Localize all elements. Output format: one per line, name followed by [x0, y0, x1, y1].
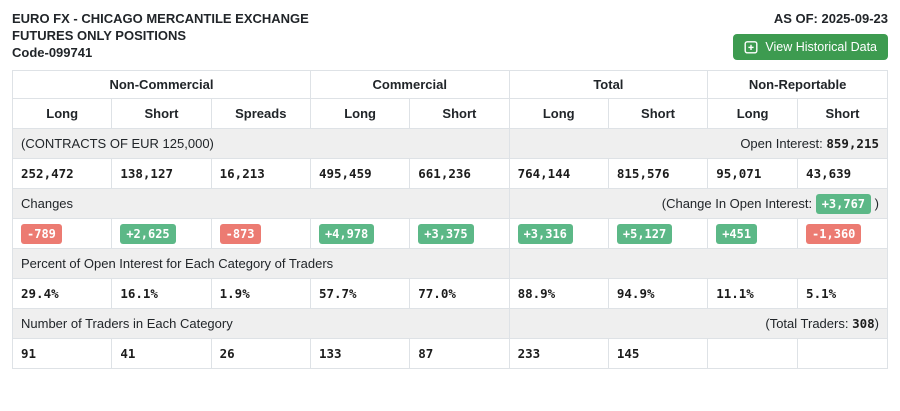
col-header-nc-long: Long [11, 98, 113, 129]
traders-nc-long: 91 [11, 338, 113, 369]
change-nc-long-badge: -789 [21, 223, 62, 244]
change-c-long-cell: +4,978 [309, 218, 411, 249]
change-nr-short-cell: -1,360 [797, 218, 888, 249]
view-historical-data-label: View Historical Data [765, 40, 877, 54]
report-code: Code-099741 [12, 45, 93, 60]
traders-label: Number of Traders in Each Category [12, 308, 510, 339]
col-header-t-short: Short [607, 98, 709, 129]
col-header-nc-short: Short [111, 98, 212, 129]
traders-nc-spreads: 26 [210, 338, 311, 369]
page-header: EURO FX - CHICAGO MERCANTILE EXCHANGE FU… [12, 10, 888, 61]
traders-section-row: Number of Traders in Each Category (Tota… [12, 308, 889, 339]
group-non-reportable: Non-Reportable [707, 70, 888, 99]
traders-nc-short: 41 [111, 338, 212, 369]
cot-report-page: EURO FX - CHICAGO MERCANTILE EXCHANGE FU… [11, 10, 889, 369]
change-t-long-cell: +3,316 [508, 218, 609, 249]
report-title-block: EURO FX - CHICAGO MERCANTILE EXCHANGE FU… [12, 10, 309, 61]
change-nc-short-badge: +2,625 [120, 223, 176, 244]
changes-row: -789 +2,625 -873 +4,978 +3,375 +3,316 +5… [11, 218, 888, 249]
changes-section-row: Changes (Change In Open Interest: +3,767… [12, 188, 889, 219]
changes-label: Changes [12, 188, 510, 219]
change-nc-spreads-badge: -873 [219, 223, 261, 244]
change-nr-short-badge: -1,360 [806, 223, 862, 244]
percent-nc-long: 29.4% [11, 278, 113, 309]
traders-c-long: 133 [309, 338, 411, 369]
change-t-short-cell: +5,127 [607, 218, 709, 249]
traders-nr-long [707, 338, 799, 369]
col-header-nc-spreads: Spreads [210, 98, 311, 129]
view-historical-data-button[interactable]: View Historical Data [733, 34, 888, 60]
group-header-row: Non-Commercial Commercial Total Non-Repo… [12, 70, 888, 99]
percent-t-short: 94.9% [607, 278, 709, 309]
col-header-nr-long: Long [707, 98, 799, 129]
change-oi-prefix: (Change In Open Interest: [661, 195, 816, 211]
col-header-c-long: Long [309, 98, 411, 129]
report-subtitle: FUTURES ONLY POSITIONS [12, 28, 187, 43]
total-traders-suffix: ) [874, 316, 879, 331]
position-nc-long: 252,472 [11, 158, 113, 189]
total-traders-cell: (Total Traders: 308) [508, 308, 889, 339]
change-t-long-badge: +3,316 [517, 223, 573, 244]
position-c-short: 661,236 [409, 158, 510, 189]
percents-row: 29.4% 16.1% 1.9% 57.7% 77.0% 88.9% 94.9%… [11, 278, 888, 309]
traders-t-long: 233 [508, 338, 609, 369]
group-total: Total [508, 70, 709, 99]
trader-counts-row: 91 41 26 133 87 233 145 [11, 338, 888, 369]
cot-table: Non-Commercial Commercial Total Non-Repo… [11, 70, 889, 369]
total-traders-prefix: (Total Traders: [765, 316, 853, 331]
col-header-nr-short: Short [797, 98, 888, 129]
col-header-t-long: Long [508, 98, 609, 129]
group-non-commercial: Non-Commercial [12, 70, 311, 99]
position-nc-spreads: 16,213 [210, 158, 311, 189]
col-header-c-short: Short [409, 98, 510, 129]
as-of-date: AS OF: 2025-09-23 [773, 11, 888, 26]
open-interest-cell: Open Interest: 859,215 [508, 128, 889, 159]
positions-row: 252,472 138,127 16,213 495,459 661,236 7… [11, 158, 888, 189]
change-c-short-cell: +3,375 [409, 218, 510, 249]
traders-c-short: 87 [409, 338, 510, 369]
change-nc-long-cell: -789 [11, 218, 113, 249]
percent-c-short: 77.0% [409, 278, 510, 309]
percent-nc-short: 16.1% [111, 278, 212, 309]
change-c-short-badge: +3,375 [418, 223, 474, 244]
change-open-interest-cell: (Change In Open Interest: +3,767 ) [508, 188, 889, 219]
percent-section-empty [508, 248, 889, 279]
percent-t-long: 88.9% [508, 278, 609, 309]
position-t-short: 815,576 [607, 158, 709, 189]
percent-label: Percent of Open Interest for Each Catego… [12, 248, 510, 279]
position-t-long: 764,144 [508, 158, 609, 189]
column-header-row: Long Short Spreads Long Short Long Short… [11, 98, 888, 129]
percent-nr-short: 5.1% [797, 278, 888, 309]
header-right: AS OF: 2025-09-23 View Historical Data [733, 10, 888, 60]
position-c-long: 495,459 [309, 158, 411, 189]
report-title: EURO FX - CHICAGO MERCANTILE EXCHANGE [12, 11, 309, 26]
contracts-label: (CONTRACTS OF EUR 125,000) [12, 128, 510, 159]
percent-c-long: 57.7% [309, 278, 411, 309]
change-nc-short-cell: +2,625 [111, 218, 212, 249]
percent-section-row: Percent of Open Interest for Each Catego… [12, 248, 889, 279]
percent-nr-long: 11.1% [707, 278, 799, 309]
change-nc-spreads-cell: -873 [210, 218, 311, 249]
calendar-plus-icon [744, 40, 758, 54]
change-nr-long-badge: +451 [716, 223, 758, 244]
group-commercial: Commercial [309, 70, 510, 99]
contracts-section-row: (CONTRACTS OF EUR 125,000) Open Interest… [12, 128, 889, 159]
open-interest-label: Open Interest: [740, 136, 827, 151]
change-nr-long-cell: +451 [707, 218, 799, 249]
position-nc-short: 138,127 [111, 158, 212, 189]
change-c-long-badge: +4,978 [318, 223, 375, 244]
traders-nr-short [797, 338, 888, 369]
change-oi-suffix: ) [871, 195, 879, 211]
open-interest-value: 859,215 [826, 136, 879, 151]
percent-nc-spreads: 1.9% [210, 278, 311, 309]
change-oi-badge: +3,767 [815, 193, 872, 214]
position-nr-long: 95,071 [707, 158, 799, 189]
traders-t-short: 145 [607, 338, 709, 369]
position-nr-short: 43,639 [797, 158, 888, 189]
change-t-short-badge: +5,127 [616, 223, 673, 244]
total-traders-value: 308 [852, 316, 875, 331]
